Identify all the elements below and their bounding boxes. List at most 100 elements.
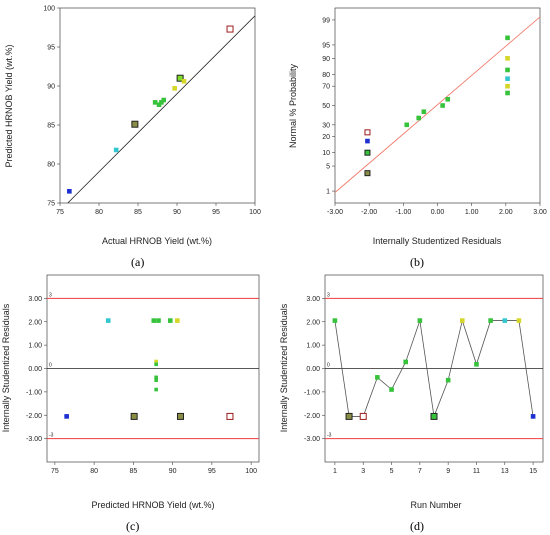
y-tick-label: -3.00	[304, 436, 320, 443]
data-point	[364, 129, 371, 136]
x-tick-label: 3.00	[533, 209, 547, 216]
panel-label: (b)	[410, 255, 424, 269]
x-tick-label: 90	[169, 468, 177, 475]
data-point	[181, 79, 187, 84]
y-tick-label: 20	[322, 134, 330, 141]
x-axis-label: Internally Studentized Residuals	[373, 236, 502, 246]
panel-label: (d)	[410, 519, 424, 533]
x-tick-label: -1.00	[395, 209, 411, 216]
x-tick-label: 80	[95, 209, 103, 216]
x-tick-label: 95	[208, 468, 216, 475]
data-point	[445, 96, 451, 102]
x-tick-label: 100	[245, 468, 257, 475]
x-tick-label: 15	[529, 468, 537, 475]
y-tick-label: -3.00	[26, 436, 42, 443]
limit-label: 3	[49, 292, 52, 298]
limit-label: -3	[49, 433, 54, 439]
data-point	[154, 387, 158, 392]
data-point	[364, 170, 371, 177]
data-point	[505, 83, 510, 89]
y-tick-label: 2.00	[306, 319, 320, 326]
data-point	[176, 74, 184, 82]
panel-d: Run Number Internally Studentized Residu…	[279, 274, 544, 533]
x-tick-label: 80	[90, 468, 98, 475]
y-tick-label: -2.00	[26, 413, 42, 420]
data-point	[440, 103, 445, 108]
data-point	[505, 35, 510, 41]
data-point	[67, 189, 72, 194]
data-point	[505, 76, 510, 81]
panel-b: Internally Studentized Residuals Normal …	[288, 7, 547, 269]
x-tick-label: 75	[51, 468, 59, 475]
data-point	[151, 318, 157, 323]
x-tick-label: 75	[56, 209, 64, 216]
plot-frame	[59, 7, 256, 204]
data-point	[505, 67, 510, 73]
y-tick-label: 90	[322, 56, 330, 63]
data-point	[105, 318, 111, 323]
x-tick-label: 11	[473, 468, 480, 475]
y-tick-label: 1	[326, 189, 330, 196]
x-tick-label: 9	[446, 468, 450, 475]
data-point	[345, 412, 353, 420]
x-tick-label: 7	[418, 468, 422, 475]
y-tick-label: 90	[47, 84, 55, 91]
data-point	[226, 25, 234, 33]
limit-label: -3	[327, 433, 332, 439]
data-point	[176, 412, 184, 420]
y-tick-label: 1.00	[28, 343, 42, 350]
data-point	[430, 412, 438, 420]
data-point	[64, 414, 69, 419]
y-tick-label: 3.00	[306, 296, 320, 303]
data-point	[502, 318, 508, 323]
y-tick-label: -1.00	[304, 389, 320, 396]
y-tick-label: 95	[322, 42, 330, 49]
y-tick-label: 5	[326, 164, 330, 171]
data-point	[375, 375, 380, 380]
y-tick-label: 30	[322, 122, 330, 129]
data-point	[161, 97, 167, 103]
x-tick-label: 2.00	[499, 209, 513, 216]
data-point	[152, 100, 158, 105]
data-point	[175, 318, 180, 323]
x-tick-label: 5	[390, 468, 394, 475]
x-axis-label: Run Number	[410, 500, 461, 510]
panel-a: Actual HRNOB Yield (wt.%) Predicted HRNO…	[4, 6, 261, 270]
data-point	[516, 318, 522, 323]
x-tick-label: -2.00	[361, 209, 377, 216]
y-tick-label: 70	[322, 84, 330, 91]
data-point	[226, 412, 234, 420]
y-tick-label: 80	[47, 162, 55, 169]
data-point	[460, 318, 465, 323]
x-tick-label: 95	[212, 209, 220, 216]
data-point	[421, 109, 427, 115]
y-tick-label: -2.00	[304, 413, 320, 420]
x-tick-label: 90	[173, 209, 181, 216]
data-point	[505, 90, 510, 96]
data-point	[156, 318, 161, 323]
data-point	[332, 318, 338, 323]
y-axis-label: Internally Studentized Residuals	[279, 303, 289, 432]
x-axis-label: Actual HRNOB Yield (wt.%)	[102, 236, 212, 246]
y-tick-label: -1.00	[26, 389, 42, 396]
x-axis-label: Predicted HRNOB Yield (wt.%)	[91, 500, 214, 510]
y-tick-label: 0.00	[28, 366, 42, 373]
y-tick-label: 2.00	[28, 319, 42, 326]
data-point	[389, 387, 394, 392]
data-point	[113, 147, 119, 153]
x-tick-label: 1.00	[465, 209, 479, 216]
x-tick-label: 100	[249, 209, 261, 216]
data-point	[530, 414, 536, 419]
y-tick-label: 3.00	[28, 296, 42, 303]
y-tick-label: 50	[322, 103, 330, 110]
y-tick-label: 95	[47, 45, 55, 52]
y-tick-label: 0.00	[306, 366, 320, 373]
x-tick-label: 0.00	[431, 209, 445, 216]
y-axis-label: Normal % Probability	[288, 63, 298, 148]
zero-label: 0	[49, 363, 52, 369]
x-tick-label: 85	[134, 209, 142, 216]
y-tick-label: 100	[43, 6, 55, 13]
reference-line	[67, 15, 256, 204]
data-point	[131, 120, 139, 128]
data-point	[365, 138, 370, 144]
